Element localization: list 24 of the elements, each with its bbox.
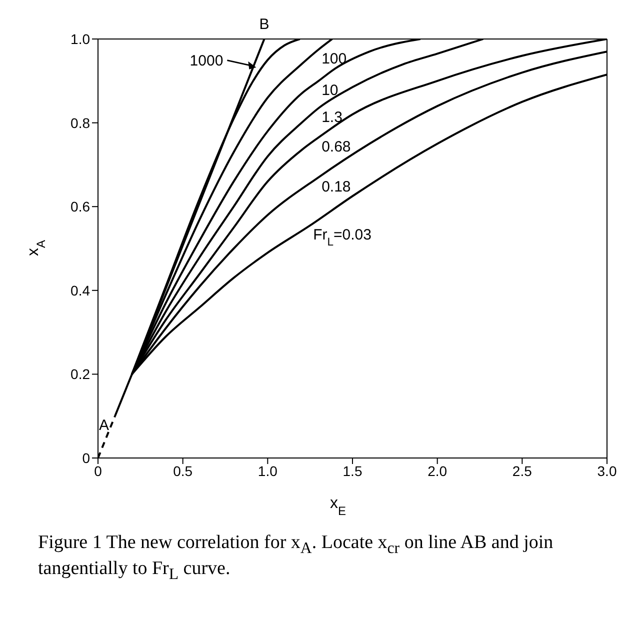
annotation: 0.18 (322, 178, 351, 196)
y-tick-label: 0 (82, 450, 90, 466)
x-tick-label: 2.0 (428, 462, 448, 479)
annotation: B (259, 16, 270, 33)
x-tick-label: 0.5 (173, 462, 193, 479)
annotation: 10 (322, 82, 338, 99)
annotation: 0.68 (322, 138, 351, 156)
x-tick-label: 2.5 (512, 462, 532, 479)
annotation: 1.3 (322, 109, 342, 126)
text: Figure 1 The new correlation for x$_{A}$. Locate x$_{cr}$ on line AB and join tangentially to Fr$_{L}$ curve. (38, 532, 554, 583)
annotation: 1000 (190, 52, 224, 70)
x-axis-title: x$_{E}$ (330, 495, 346, 518)
y-tick-label: 0.6 (70, 198, 90, 215)
y-tick-label: 1.0 (70, 30, 90, 47)
annotation: Fr$_{L}$=0.03 (313, 226, 372, 248)
y-tick-label: 0.2 (70, 366, 90, 382)
y-tick-label: 0.4 (70, 282, 90, 298)
annotation: A (98, 417, 109, 434)
x-tick-label: 1.0 (258, 462, 278, 479)
x-tick-label: 3.0 (597, 462, 617, 479)
x-tick-label: 0 (94, 462, 102, 479)
y-tick-label: 0.8 (70, 114, 90, 131)
annotation: 100 (322, 50, 347, 68)
x-tick-label: 1.5 (342, 462, 362, 479)
